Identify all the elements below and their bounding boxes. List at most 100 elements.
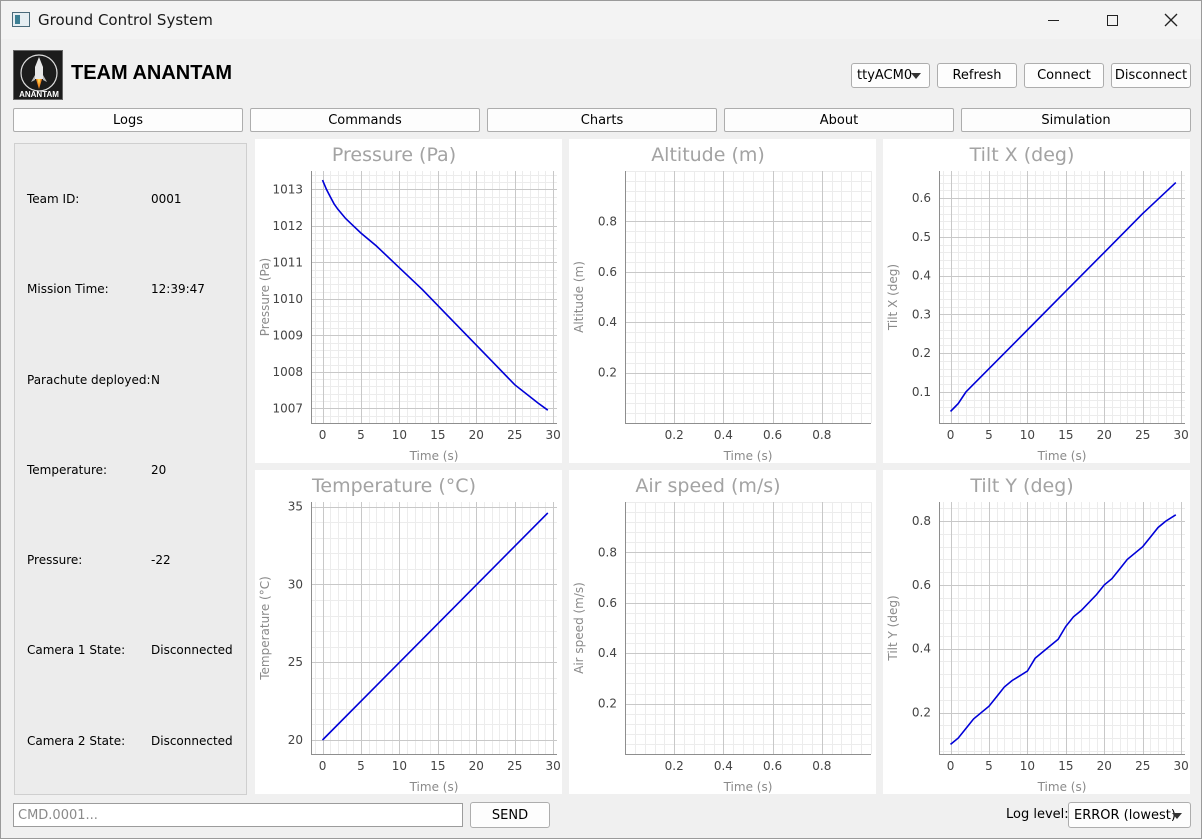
command-input[interactable] <box>13 803 463 827</box>
y-axis-label: Temperature (°C) <box>258 576 272 681</box>
send-button[interactable]: SEND <box>470 802 550 828</box>
x-axis-label: Time (s) <box>723 780 773 794</box>
x-tick-label: 20 <box>1097 428 1112 442</box>
chevron-down-icon <box>1172 813 1182 819</box>
status-label: Team ID: <box>27 192 80 206</box>
x-tick-label: 20 <box>469 428 484 442</box>
y-tick-label: 0.6 <box>598 596 617 610</box>
major-grid <box>311 502 557 754</box>
x-tick-label: 0.4 <box>714 759 733 773</box>
team-name: TEAM ANANTAM <box>71 62 233 84</box>
close-button[interactable] <box>1141 1 1201 39</box>
x-tick-label: 0.8 <box>812 759 831 773</box>
x-tick-label: 30 <box>546 759 561 773</box>
x-tick-label: 10 <box>392 759 407 773</box>
y-tick-label: 1012 <box>272 219 303 233</box>
log-level-select[interactable]: ERROR (lowest) <box>1068 802 1191 828</box>
close-icon <box>1164 13 1178 27</box>
status-value: N <box>151 373 160 387</box>
x-tick-label: 0.2 <box>665 759 684 773</box>
x-tick-label: 0 <box>319 759 327 773</box>
status-value: -22 <box>151 553 171 567</box>
altitude-chart: 0.2 0.4 0.6 0.8 0.2 0.4 0.6 0.8 Altitude (m) Time… <box>569 139 876 463</box>
x-tick-label: 0.6 <box>763 428 782 442</box>
y-tick-label: 0.4 <box>598 315 617 329</box>
y-tick-label: 0.3 <box>912 307 931 321</box>
minor-grid <box>625 502 872 755</box>
minor-grid <box>625 171 872 424</box>
log-level-value: ERROR (lowest) <box>1074 807 1176 823</box>
y-tick-label: 0.8 <box>598 545 617 559</box>
tab-commands[interactable]: Commands <box>250 108 480 132</box>
y-tick-label: 0.2 <box>912 346 931 360</box>
y-tick-label: 35 <box>288 500 303 514</box>
tab-simulation[interactable]: Simulation <box>961 108 1191 132</box>
chart-title: Pressure (Pa) <box>332 144 456 166</box>
x-tick-label: 25 <box>1135 759 1150 773</box>
tab-charts[interactable]: Charts <box>487 108 717 132</box>
x-tick-label: 5 <box>357 428 365 442</box>
x-tick-label: 0.6 <box>763 759 782 773</box>
status-label: Camera 2 State: <box>27 734 126 748</box>
series-line <box>321 512 549 741</box>
serial-port-select[interactable]: ttyACM0 <box>851 63 930 88</box>
disconnect-button[interactable]: Disconnect <box>1111 63 1191 88</box>
x-tick-label: 15 <box>430 428 445 442</box>
series-line <box>949 514 1177 746</box>
tab-about[interactable]: About <box>724 108 954 132</box>
status-label: Camera 1 State: <box>27 643 126 657</box>
maximize-icon <box>1106 14 1118 26</box>
x-tick-label: 30 <box>1174 428 1189 442</box>
x-tick-label: 20 <box>1097 759 1112 773</box>
y-tick-label: 0.2 <box>598 697 617 711</box>
refresh-button[interactable]: Refresh <box>937 63 1017 88</box>
maximize-button[interactable] <box>1082 1 1142 39</box>
app-window-icon <box>12 12 30 27</box>
chart-svg: 0.2 0.4 0.6 0.8 0.2 0.4 0.6 0.8 Air speed (m/s) T… <box>572 475 872 794</box>
y-tick-label: 0.2 <box>598 366 617 380</box>
y-tick-label: 30 <box>288 577 303 591</box>
temperature-chart: 0 5 10 15 20 25 30 20 25 30 35 Temperature (°C) Time… <box>255 470 562 794</box>
y-axis-label: Altitude (m) <box>572 261 586 333</box>
air-speed-chart: 0.2 0.4 0.6 0.8 0.2 0.4 0.6 0.8 Air speed (m/s) T… <box>569 470 876 794</box>
status-label: Pressure: <box>27 553 83 567</box>
y-tick-label: 1009 <box>272 328 303 342</box>
minimize-icon <box>1047 19 1059 21</box>
y-axis-label: Pressure (Pa) <box>258 258 272 336</box>
x-tick-label: 15 <box>430 759 445 773</box>
status-value: Disconnected <box>151 734 233 748</box>
x-tick-label: 0.8 <box>812 428 831 442</box>
y-tick-label: 1011 <box>272 255 303 269</box>
status-label: Mission Time: <box>27 282 109 296</box>
x-tick-label: 10 <box>1020 759 1035 773</box>
x-tick-label: 5 <box>985 759 993 773</box>
y-tick-label: 0.6 <box>912 578 931 592</box>
serial-port-value: ttyACM0 <box>857 68 913 83</box>
tilt-y-chart: 0 5 10 15 20 25 30 0.2 0.4 0.6 0.8 Tilt Y (deg) Time… <box>883 470 1190 794</box>
tab-logs[interactable]: Logs <box>13 108 243 132</box>
x-tick-label: 0 <box>947 428 955 442</box>
major-grid <box>311 171 557 423</box>
status-value: 0001 <box>151 192 182 206</box>
connect-button[interactable]: Connect <box>1024 63 1104 88</box>
x-axis-label: Time (s) <box>409 449 459 463</box>
y-tick-label: 0.8 <box>598 214 617 228</box>
x-axis-label: Time (s) <box>1037 780 1087 794</box>
chart-title: Air speed (m/s) <box>635 475 780 497</box>
window-title: Ground Control System <box>38 11 213 29</box>
x-tick-label: 30 <box>1174 759 1189 773</box>
log-level-label: Log level: <box>1006 807 1069 822</box>
status-value: 12:39:47 <box>151 282 205 296</box>
y-tick-label: 1013 <box>272 182 303 196</box>
y-tick-label: 0.2 <box>912 706 931 720</box>
series-line <box>321 179 549 411</box>
status-value: 20 <box>151 463 167 477</box>
minimize-button[interactable] <box>1023 1 1083 39</box>
chart-svg: 0.2 0.4 0.6 0.8 0.2 0.4 0.6 0.8 Altitude (m) Time… <box>572 144 872 463</box>
x-tick-label: 5 <box>985 428 993 442</box>
y-tick-label: 0.4 <box>912 642 931 656</box>
major-grid <box>625 502 871 754</box>
y-tick-label: 0.4 <box>598 646 617 660</box>
x-axis-label: Time (s) <box>723 449 773 463</box>
